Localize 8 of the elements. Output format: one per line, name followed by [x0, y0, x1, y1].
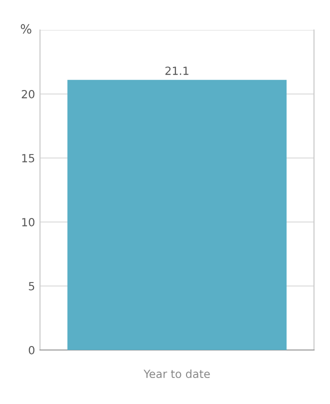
y-tick-label: 5 — [28, 282, 34, 290]
y-tick-label: 0 — [28, 346, 34, 354]
y-tick-label: 10 — [22, 218, 34, 226]
y-axis-title: % — [20, 24, 32, 34]
y-tick-label: 20 — [22, 90, 34, 98]
data-label: 21.1 — [165, 66, 188, 75]
y-tick-label: 15 — [22, 154, 34, 162]
x-tick-label: Year to date — [144, 369, 210, 378]
